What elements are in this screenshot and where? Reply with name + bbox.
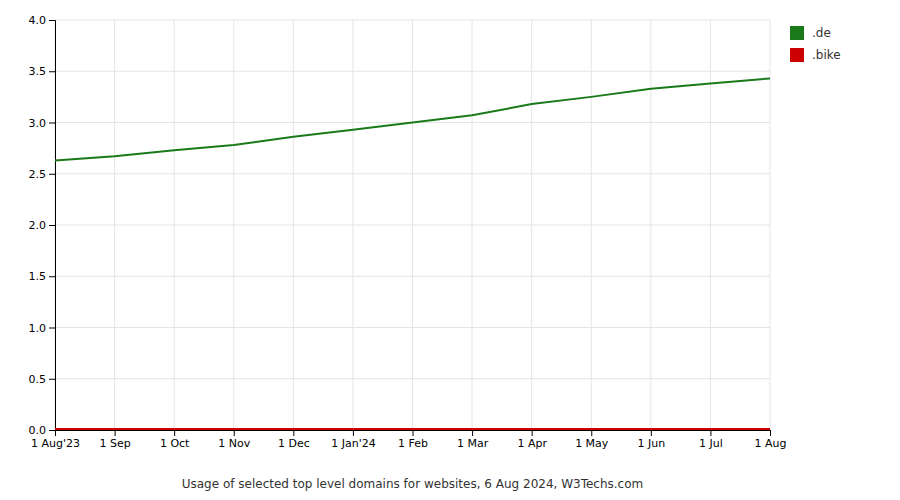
x-tick: 1 Jun	[637, 430, 665, 450]
tick-label: 0.5	[29, 373, 47, 386]
tick-label: 4.0	[29, 14, 47, 27]
y-tick: 3.0	[29, 117, 56, 130]
tick-mark	[49, 174, 55, 175]
y-tick: 2.0	[29, 219, 56, 232]
legend-item: .de	[790, 26, 831, 40]
x-tick: 1 Oct	[160, 430, 190, 450]
grid-line	[591, 20, 592, 430]
tick-label: 1 Apr	[517, 437, 547, 450]
tick-mark	[234, 430, 235, 436]
grid-line	[472, 20, 473, 430]
tick-label: 1 Jun	[637, 437, 665, 450]
tick-label: 1 Aug'23	[31, 437, 80, 450]
tick-label: 1 Jan'24	[331, 437, 375, 450]
legend-label: .bike	[812, 48, 841, 62]
tick-mark	[413, 430, 414, 436]
tick-label: 1 Nov	[218, 437, 250, 450]
x-tick: 1 Feb	[398, 430, 428, 450]
tick-mark	[651, 430, 652, 436]
y-tick: 4.0	[29, 14, 56, 27]
tick-mark	[49, 328, 55, 329]
grid-line	[770, 20, 771, 430]
legend-item: .bike	[790, 48, 841, 62]
tick-mark	[293, 430, 294, 436]
x-tick: 1 Nov	[218, 430, 250, 450]
tick-mark	[472, 430, 473, 436]
x-tick: 1 May	[575, 430, 609, 450]
grid-line	[233, 20, 234, 430]
grid-line	[531, 20, 532, 430]
y-tick: 3.5	[29, 65, 56, 78]
x-axis: 1 Aug'23 1 Sep 1 Oct 1 Nov 1 Dec 1 Jan'24 1 Fe…	[31, 430, 786, 450]
tick-label: 1 Mar	[457, 437, 489, 450]
axis-line	[56, 431, 771, 437]
tick-mark	[353, 430, 354, 436]
tick-label: 1.5	[29, 270, 47, 283]
tick-label: 2.5	[29, 168, 47, 181]
grid-line	[114, 20, 115, 430]
page: {"chart_data": {"type": "line", "title":…	[0, 0, 900, 500]
tick-mark	[115, 430, 116, 436]
tick-label: 1 Oct	[160, 437, 190, 450]
tick-label: 3.5	[29, 65, 47, 78]
y-tick: 1.0	[29, 322, 56, 335]
x-tick: 1 Jul	[699, 430, 723, 450]
tick-label: 1.0	[29, 322, 47, 335]
tick-mark	[710, 430, 711, 436]
grid-line	[412, 20, 413, 430]
y-tick: 0.0	[29, 424, 56, 437]
tick-mark	[49, 430, 55, 431]
x-tick: 1 Sep	[99, 430, 130, 450]
series-line	[55, 78, 770, 160]
tick-mark	[49, 71, 55, 72]
grid-line	[293, 20, 294, 430]
tick-mark	[49, 123, 55, 124]
tick-label: 3.0	[29, 117, 47, 130]
chart: 1 Aug'23 1 Sep 1 Oct 1 Nov 1 Dec 1 Jan'24 1 Fe…	[0, 0, 900, 500]
tick-label: 1 Aug	[755, 437, 787, 450]
grid-line	[710, 20, 711, 430]
series-line	[55, 428, 770, 430]
x-tick: 1 Apr	[517, 430, 547, 450]
tick-mark	[49, 379, 55, 380]
tick-mark	[770, 430, 771, 436]
legend-swatch	[790, 26, 804, 40]
y-tick: 2.5	[29, 168, 56, 181]
tick-mark	[532, 430, 533, 436]
tick-mark	[174, 430, 175, 436]
tick-mark	[49, 225, 55, 226]
y-axis: 0.0 0.5 1.0 1.5 2.0 2.5 3.0 3.5 4.0	[29, 14, 56, 437]
tick-label: 1 May	[575, 437, 609, 450]
tick-label: 1 Dec	[278, 437, 310, 450]
x-tick: 1 Aug	[755, 430, 787, 450]
tick-label: 1 Jul	[699, 437, 723, 450]
legend-swatch	[790, 48, 804, 62]
legend: .de .bike	[790, 26, 841, 62]
tick-label: 2.0	[29, 219, 47, 232]
y-tick: 0.5	[29, 373, 56, 386]
axis-line	[49, 21, 56, 431]
tick-label: 0.0	[29, 424, 47, 437]
y-tick: 1.5	[29, 270, 56, 283]
grid-line	[174, 20, 175, 430]
x-tick: 1 Jan'24	[331, 430, 375, 450]
tick-label: 1 Feb	[398, 437, 428, 450]
x-tick: 1 Mar	[457, 430, 489, 450]
grid	[55, 20, 770, 430]
plot-area: 1 Aug'23 1 Sep 1 Oct 1 Nov 1 Dec 1 Jan'24 1 Fe…	[29, 14, 841, 450]
tick-mark	[49, 20, 55, 21]
legend-label: .de	[812, 26, 831, 40]
tick-mark	[591, 430, 592, 436]
grid-line	[352, 20, 353, 430]
tick-label: 1 Sep	[99, 437, 130, 450]
tick-mark	[49, 276, 55, 277]
series-group	[55, 78, 770, 429]
grid-line	[650, 20, 651, 430]
title: Usage of selected top level domains for …	[182, 477, 644, 491]
x-tick: 1 Dec	[278, 430, 310, 450]
